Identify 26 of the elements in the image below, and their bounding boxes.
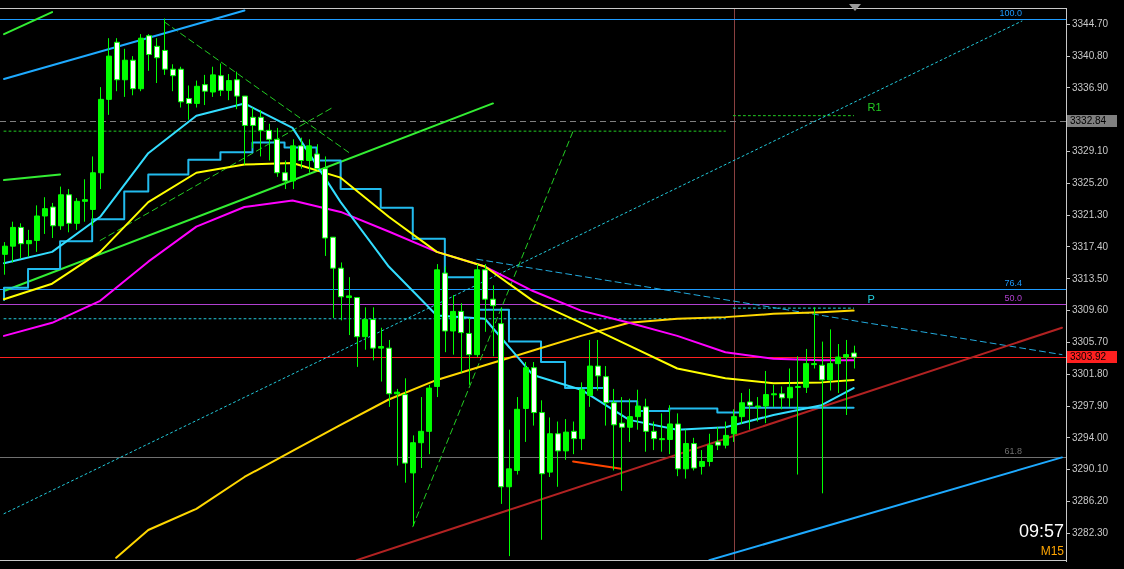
y-tick-label: 3313.50	[1072, 272, 1109, 284]
series-label: P	[867, 293, 875, 306]
y-tick-label: 3325.20	[1072, 177, 1109, 189]
y-tick-label: 3286.20	[1072, 495, 1109, 507]
y-tick-label: 3344.70	[1072, 18, 1109, 30]
y-tick-label: 3336.90	[1072, 81, 1109, 93]
y-tick-label: 3329.10	[1072, 145, 1109, 157]
y-tick-label: 3340.80	[1072, 49, 1109, 61]
y-tick-label: 3301.80	[1072, 367, 1109, 379]
series-label: R1	[867, 100, 882, 113]
annotation: 76.4	[1004, 278, 1022, 289]
annotation: 09:57	[1018, 520, 1064, 541]
y-tick-label: 3294.00	[1072, 431, 1109, 443]
annotation: 61.8	[1004, 446, 1022, 457]
y-tick-label: 3321.30	[1072, 208, 1109, 220]
y-tick-label: 3309.60	[1072, 304, 1109, 316]
annotation: 100.0	[999, 8, 1022, 19]
y-tick-label: 3290.10	[1072, 463, 1109, 475]
y-tick-label: 3317.40	[1072, 240, 1109, 252]
y-tick-label: 3282.30	[1072, 527, 1109, 539]
annotation: 50.0	[1004, 293, 1022, 304]
ref-line-label: 3332.84	[1070, 115, 1107, 127]
ref-line-label: 3303.92	[1070, 351, 1107, 363]
y-tick-label: 3305.70	[1072, 336, 1109, 348]
annotation: M15	[1040, 544, 1065, 559]
y-tick-label: 3297.90	[1072, 399, 1109, 411]
